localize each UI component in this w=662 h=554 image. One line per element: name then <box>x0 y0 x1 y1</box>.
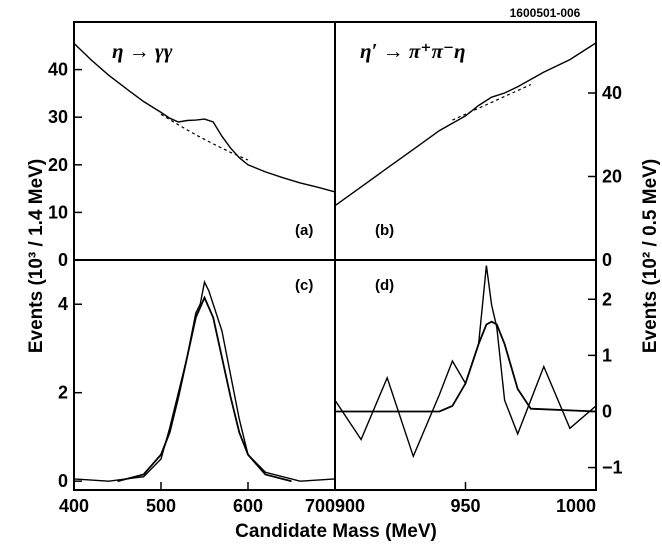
y-tick-label-b: 0 <box>602 250 612 270</box>
x-tick-label-c: 700 <box>305 496 335 516</box>
x-tick-label-d: 900 <box>335 496 365 516</box>
y-tick-label-d: 1 <box>602 345 612 365</box>
x-tick-label-d: 1000 <box>556 496 596 516</box>
panel-c-frame <box>73 259 336 491</box>
y-tick-label-c: 4 <box>58 294 68 314</box>
x-tick-label-c: 600 <box>233 496 263 516</box>
series-b-background <box>452 84 532 121</box>
panel-label-b: (b) <box>375 222 394 239</box>
right-y-axis-label: Events (10² / 0.5 MeV) <box>640 159 661 353</box>
left-y-axis-label: Events (10³ / 1.4 MeV) <box>26 159 47 353</box>
series-c-gaussian-fit <box>117 295 292 483</box>
series-c-background-subtracted-data <box>73 279 336 482</box>
series-d-background-subtracted-data <box>334 265 597 459</box>
x-tick-label-c: 500 <box>146 496 176 516</box>
y-tick-label-c: 2 <box>58 383 68 403</box>
reaction-title-a: η → γγ <box>112 39 173 63</box>
y-tick-label-d: −1 <box>602 458 623 478</box>
y-tick-label-a: 20 <box>48 155 68 175</box>
y-tick-label-c: 0 <box>58 471 68 491</box>
panel-label-c: (c) <box>295 277 313 294</box>
series-d-gaussian-fit <box>335 320 597 413</box>
y-tick-label-a: 0 <box>58 250 68 270</box>
y-tick-label-b: 20 <box>602 166 622 186</box>
panel-label-d: (d) <box>375 277 394 294</box>
y-tick-label-d: 2 <box>602 289 612 309</box>
series-a-background <box>160 113 249 161</box>
reaction-title-b: η′ → π⁺π⁻η <box>360 39 466 63</box>
x-axis-label: Candidate Mass (MeV) <box>235 521 437 542</box>
figure-id: 1600501-006 <box>510 6 581 20</box>
y-tick-label-d: 0 <box>602 401 612 421</box>
y-tick-label-a: 10 <box>48 202 68 222</box>
x-tick-label-d: 950 <box>450 496 480 516</box>
panel-label-a: (a) <box>295 222 313 239</box>
panel-a: 0 10 20 30 40 (a) η → γγ <box>48 21 336 270</box>
y-tick-label-a: 40 <box>48 60 68 80</box>
panel-b: 0 20 40 (b) η′ → π⁺π⁻η <box>334 21 622 270</box>
panel-c: 0 2 4 (c) 400 500 600 700 <box>58 259 336 516</box>
series-b-data-fit <box>334 42 597 207</box>
y-tick-label-a: 30 <box>48 107 68 127</box>
y-tick-label-b: 40 <box>602 83 622 103</box>
x-tick-label-c: 400 <box>59 496 89 516</box>
panel-d: −1 0 1 2 (d) 900 950 1000 <box>334 259 623 516</box>
series-a-data-fit <box>73 42 336 193</box>
panel-d-frame <box>334 259 597 491</box>
